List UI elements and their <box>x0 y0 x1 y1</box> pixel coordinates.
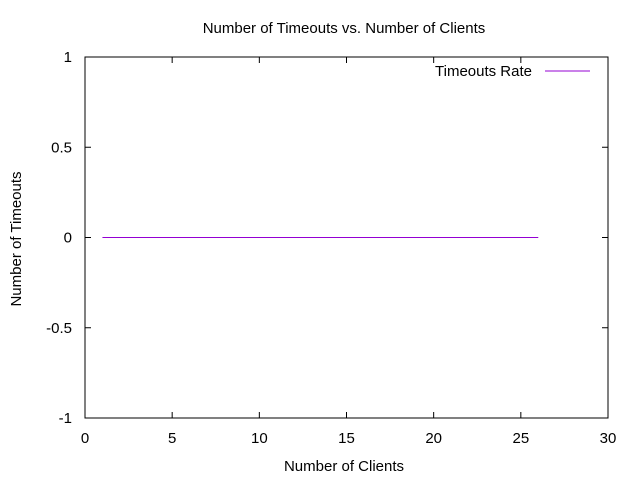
x-tick-label: 0 <box>81 430 89 447</box>
y-tick-label: -0.5 <box>46 320 72 337</box>
y-tick-label: 0.5 <box>51 139 72 156</box>
y-axis-label: Number of Timeouts <box>8 171 25 306</box>
x-tick-label: 30 <box>600 430 617 447</box>
y-axis-ticks: -1 -0.5 0 0.5 1 <box>46 49 608 427</box>
x-tick-label: 20 <box>425 430 442 447</box>
x-tick-label: 10 <box>251 430 268 447</box>
legend: Timeouts Rate <box>435 63 590 80</box>
y-tick-label: 1 <box>64 49 72 66</box>
x-tick-label: 25 <box>512 430 529 447</box>
x-axis-ticks: 0 5 10 15 20 25 30 <box>81 57 617 447</box>
chart-title: Number of Timeouts vs. Number of Clients <box>203 20 486 37</box>
legend-label: Timeouts Rate <box>435 63 532 80</box>
y-tick-label: 0 <box>64 230 72 247</box>
y-tick-label: -1 <box>59 410 72 427</box>
x-tick-label: 15 <box>338 430 355 447</box>
x-tick-label: 5 <box>168 430 176 447</box>
x-axis-label: Number of Clients <box>284 458 404 475</box>
